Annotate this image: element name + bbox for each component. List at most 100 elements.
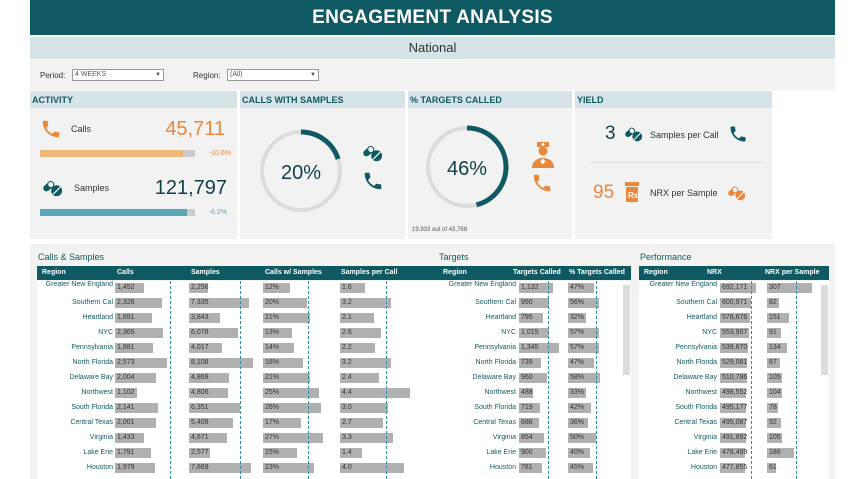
targets-called-bar: [519, 418, 540, 428]
table-row[interactable]: Lake Erie 1,791 2,577 15% 1.4: [37, 446, 460, 461]
table-row[interactable]: South Florida 2,141 6,351 26% 3.0: [37, 401, 460, 416]
pill-icon: [363, 145, 383, 162]
pill-icon: [43, 180, 63, 197]
col-samples[interactable]: Samples: [191, 269, 220, 276]
calls-with-samples-value: 26%: [265, 404, 280, 411]
nrx-bar: [720, 298, 752, 308]
col-region[interactable]: Region: [644, 269, 668, 276]
calls-with-samples-cell: 23%: [263, 463, 323, 473]
table-row[interactable]: Pennsylvania 1,345 57%: [438, 341, 631, 356]
calls-bar: [115, 373, 156, 383]
table-row[interactable]: Lake Erie 478,499 186: [639, 446, 829, 461]
col-targets-called[interactable]: Targets Called: [513, 269, 561, 276]
pct-targets-called-cell: 32%: [568, 313, 600, 323]
table-row[interactable]: Heartland 1,851 3,843 21% 2.1: [37, 311, 460, 326]
calls-with-samples-bar: [263, 448, 297, 458]
region-select[interactable]: (All) ▼: [227, 69, 319, 81]
table-row[interactable]: North Florida 739 47%: [438, 356, 631, 371]
table-row[interactable]: North Florida 2,573 8,108 18% 3.2: [37, 356, 460, 371]
period-select[interactable]: 4 WEEKS ▼: [72, 69, 164, 81]
samples-per-call-bar: [340, 463, 404, 473]
table-row[interactable]: Southern Cal 990 56%: [438, 296, 631, 311]
table-row[interactable]: Pennsylvania 539,670 134: [639, 341, 829, 356]
table-row[interactable]: Central Texas 686 36%: [438, 416, 631, 431]
table-row[interactable]: Delaware Bay 960 58%: [438, 371, 631, 386]
table-row[interactable]: Pennsylvania 1,881 4,017 14% 2.2: [37, 341, 460, 356]
nrx-cell: 529,081: [720, 358, 756, 368]
scope-subtitle: National: [30, 37, 835, 59]
phone-icon: [364, 172, 382, 190]
calls-bar-fill: [40, 150, 183, 157]
table-row[interactable]: Heartland 795 32%: [438, 311, 631, 326]
pct-targets-called-cell: 45%: [568, 463, 600, 473]
period-value: 4 WEEKS: [75, 71, 107, 78]
nrx-per-sample-value: 95: [593, 182, 615, 203]
nrx-per-sample-value: 78: [769, 404, 777, 411]
table-row[interactable]: Houston 1,979 7,869 23% 4.0: [37, 461, 460, 476]
col-nrx[interactable]: NRX: [707, 269, 722, 276]
table-row[interactable]: Central Texas 495,087 92: [639, 416, 829, 431]
calls-cell: 1,102: [115, 388, 185, 398]
calls-with-samples-panel: CALLS WITH SAMPLES 20%: [240, 91, 405, 239]
table-row[interactable]: Delaware Bay 510,786 105: [639, 371, 829, 386]
table-row[interactable]: Houston 477,855 61: [639, 461, 829, 476]
table-row[interactable]: Southern Cal 2,326 7,335 20% 3.2: [37, 296, 460, 311]
nrx-per-sample-bar: [767, 373, 783, 383]
table-row[interactable]: Northwest 488 33%: [438, 386, 631, 401]
pct-targets-called-cell: 56%: [568, 298, 600, 308]
region-name: Lake Erie: [687, 449, 717, 456]
table-row[interactable]: South Florida 495,177 78: [639, 401, 829, 416]
table-row[interactable]: Northwest 1,102 4,806 25% 4.4: [37, 386, 460, 401]
calls-bar: [115, 418, 156, 428]
scrollbar[interactable]: [821, 285, 828, 375]
nrx-per-sample-bar: [767, 328, 781, 338]
calls-bar: [115, 403, 159, 413]
table-row[interactable]: Lake Erie 900 40%: [438, 446, 631, 461]
table-row[interactable]: Greater New England 1,132 47%: [438, 281, 631, 296]
table-row[interactable]: Virginia 491,692 105: [639, 431, 829, 446]
nrx-bar: [720, 418, 746, 428]
scrollbar[interactable]: [623, 285, 630, 375]
table-row[interactable]: Southern Cal 600,971 82: [639, 296, 829, 311]
nrx-per-sample-value: 91: [769, 329, 777, 336]
calls-cell: 2,326: [115, 298, 185, 308]
region-name: Greater New England: [448, 281, 516, 288]
col-calls-with-samples[interactable]: Calls w/ Samples: [265, 269, 322, 276]
col-region[interactable]: Region: [443, 269, 467, 276]
samples-per-call-value: 3.2: [342, 299, 352, 306]
table-row[interactable]: Virginia 1,433 4,671 27% 3.3: [37, 431, 460, 446]
samples-per-call-value: 2.2: [342, 344, 352, 351]
table-row[interactable]: Delaware Bay 2,004 4,869 21% 2.4: [37, 371, 460, 386]
region-name: Central Texas: [674, 419, 717, 426]
table-row[interactable]: NYC 553,907 91: [639, 326, 829, 341]
performance-title: Performance: [640, 252, 692, 262]
targets-called-bar: [519, 403, 541, 413]
region-label: Region:: [193, 71, 221, 80]
table-row[interactable]: Northwest 498,552 104: [639, 386, 829, 401]
table-row[interactable]: Greater New England 1,452 2,256 12% 1.6: [37, 281, 460, 296]
col-pct-targets-called[interactable]: % Targets Called: [569, 269, 625, 276]
table-row[interactable]: NYC 1,015 57%: [438, 326, 631, 341]
table-row[interactable]: South Florida 719 42%: [438, 401, 631, 416]
region-name: Greater New England: [649, 281, 717, 288]
table-row[interactable]: North Florida 529,081 87: [639, 356, 829, 371]
nrx-value: 491,692: [722, 434, 748, 441]
table-row[interactable]: Central Texas 2,001 5,409 17% 2.7: [37, 416, 460, 431]
col-region[interactable]: Region: [42, 269, 66, 276]
pct-targets-called-value: 40%: [570, 449, 585, 456]
targets-called-cell: 795: [519, 313, 559, 323]
calls-bar: [115, 358, 167, 368]
col-calls[interactable]: Calls: [117, 269, 134, 276]
nrx-value: 692,171: [722, 284, 748, 291]
col-samples-per-call[interactable]: Samples per Call: [341, 269, 398, 276]
table-row[interactable]: Heartland 578,676 151: [639, 311, 829, 326]
samples-per-call-cell: 4.4: [340, 388, 410, 398]
region-name: Southern Cal: [475, 299, 516, 306]
calls-with-samples-value: 20%: [265, 299, 280, 306]
calls-bar: [115, 463, 155, 473]
table-row[interactable]: NYC 2,365 6,078 13% 2.6: [37, 326, 460, 341]
col-nrx-per-sample[interactable]: NRX per Sample: [765, 269, 820, 276]
table-row[interactable]: Virginia 854 50%: [438, 431, 631, 446]
table-row[interactable]: Greater New England 692,171 307: [639, 281, 829, 296]
table-row[interactable]: Houston 781 45%: [438, 461, 631, 476]
